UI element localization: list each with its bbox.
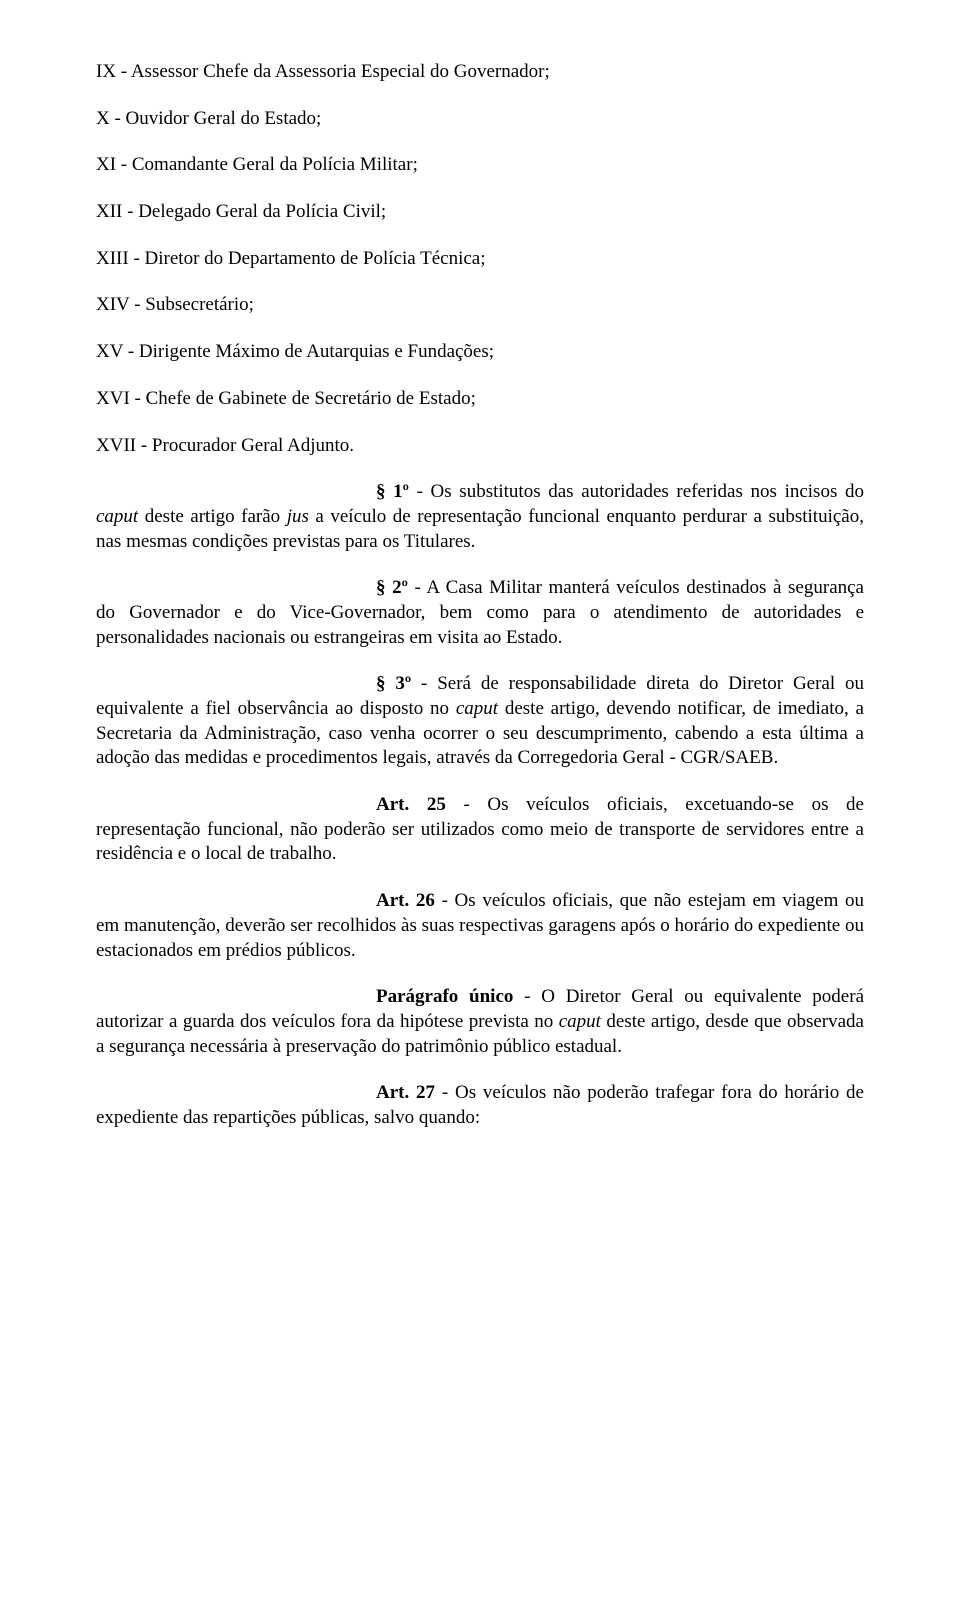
item-xv: XV - Dirigente Máximo de Autarquias e Fu…: [96, 340, 864, 365]
art26-body: - Os veículos oficiais, que não estejam …: [96, 890, 864, 960]
item-x: X - Ouvidor Geral do Estado;: [96, 107, 864, 132]
paragraph-1: § 1º - Os substitutos das autoridades re…: [96, 480, 864, 554]
item-xvi: XVI - Chefe de Gabinete de Secretário de…: [96, 387, 864, 412]
item-xii: XII - Delegado Geral da Polícia Civil;: [96, 200, 864, 225]
paragraph-2: § 2º - A Casa Militar manterá veículos d…: [96, 576, 864, 650]
art27-lead: Art. 27: [376, 1082, 435, 1103]
item-xiv: XIV - Subsecretário;: [96, 293, 864, 318]
para1-caput: caput: [96, 506, 138, 527]
art25-body: - Os veículos oficiais, excetuando-se os…: [96, 794, 864, 864]
para1-part2: deste artigo farão: [138, 506, 286, 527]
article-26: Art. 26 - Os veículos oficiais, que não …: [96, 889, 864, 963]
article-25: Art. 25 - Os veículos oficiais, excetuan…: [96, 793, 864, 867]
item-xi: XI - Comandante Geral da Polícia Militar…: [96, 153, 864, 178]
item-xiii: XIII - Diretor do Departamento de Políci…: [96, 247, 864, 272]
item-xvii: XVII - Procurador Geral Adjunto.: [96, 434, 864, 459]
art26-lead: Art. 26: [376, 890, 435, 911]
para1-jus: jus: [287, 506, 309, 527]
para3-lead: § 3º: [376, 673, 411, 694]
para2-lead: § 2º: [376, 577, 408, 598]
para3-caput: caput: [456, 698, 498, 719]
item-ix: IX - Assessor Chefe da Assessoria Especi…: [96, 60, 864, 85]
paragraph-unico: Parágrafo único - O Diretor Geral ou equ…: [96, 985, 864, 1059]
para2-body: - A Casa Militar manterá veículos destin…: [96, 577, 864, 647]
art27-body: - Os veículos não poderão trafegar fora …: [96, 1082, 864, 1128]
paragraph-3: § 3º - Será de responsabilidade direta d…: [96, 672, 864, 771]
art25-lead: Art. 25: [376, 794, 446, 815]
para-unico-caput: caput: [559, 1011, 601, 1032]
para1-lead: § 1º: [376, 481, 409, 502]
para-unico-lead: Parágrafo único: [376, 986, 513, 1007]
para1-part1: - Os substitutos das autoridades referid…: [409, 481, 864, 502]
article-27: Art. 27 - Os veículos não poderão trafeg…: [96, 1081, 864, 1130]
